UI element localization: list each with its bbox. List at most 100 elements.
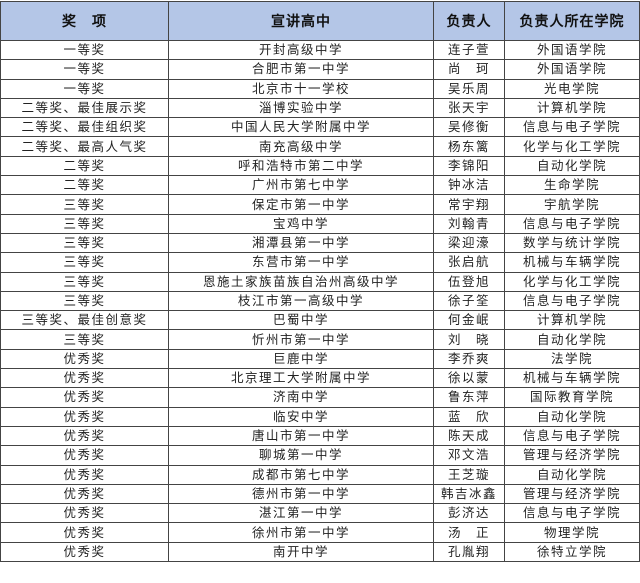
cell-person: 何金岷 <box>433 310 505 331</box>
table-row: 三等奖 宝鸡中学 刘翰青 信息与电子学院 <box>0 213 640 234</box>
cell-college: 信息与电子学院 <box>504 503 640 524</box>
cell-award: 优秀奖 <box>0 483 169 505</box>
cell-school: 呼和浩特市第二中学 <box>168 155 434 177</box>
cell-award: 三等奖 <box>0 213 169 234</box>
table-row: 三等奖 保定市第一中学 常宇翔 宇航学院 <box>0 194 640 215</box>
cell-person: 杨东篱 <box>433 136 505 157</box>
cell-award: 三等奖 <box>0 194 169 215</box>
cell-school: 巨鹿中学 <box>168 348 434 370</box>
cell-college: 物理学院 <box>504 522 640 543</box>
cell-person: 汤 正 <box>433 522 505 543</box>
header-college: 负责人所在学院 <box>504 1 640 41</box>
table-row: 优秀奖 巨鹿中学 李乔爽 法学院 <box>0 348 640 370</box>
cell-school: 成都市第七中学 <box>168 464 434 485</box>
cell-award: 二等奖、最高人气奖 <box>0 136 169 157</box>
cell-award: 优秀奖 <box>0 387 169 408</box>
table-row: 一等奖 开封高级中学 连子萱 外国语学院 <box>0 39 640 61</box>
cell-school: 临安中学 <box>168 406 434 427</box>
cell-person: 吴修衡 <box>433 117 505 138</box>
cell-award: 优秀奖 <box>0 541 169 563</box>
cell-person: 连子萱 <box>433 39 505 61</box>
cell-college: 计算机学院 <box>504 310 640 331</box>
cell-college: 外国语学院 <box>504 59 640 80</box>
cell-school: 开封高级中学 <box>168 39 434 61</box>
cell-school: 忻州市第一中学 <box>168 329 434 350</box>
cell-award: 优秀奖 <box>0 522 169 543</box>
cell-award: 优秀奖 <box>0 425 169 447</box>
cell-college: 宇航学院 <box>504 194 640 215</box>
cell-award: 优秀奖 <box>0 406 169 427</box>
cell-person: 常宇翔 <box>433 194 505 215</box>
cell-school: 广州市第七中学 <box>168 175 434 196</box>
cell-person: 王芝璇 <box>433 464 505 485</box>
table-row: 二等奖、最佳展示奖 淄博实验中学 张天宇 计算机学院 <box>0 97 640 119</box>
cell-award: 优秀奖 <box>0 348 169 370</box>
cell-college: 信息与电子学院 <box>504 290 640 312</box>
cell-school: 南充高级中学 <box>168 136 434 157</box>
cell-school: 北京市十一学校 <box>168 78 434 99</box>
header-person: 负责人 <box>433 1 505 41</box>
cell-award: 三等奖 <box>0 290 169 312</box>
cell-person: 孔胤翔 <box>433 541 505 563</box>
table-row: 优秀奖 成都市第七中学 王芝璇 自动化学院 <box>0 464 640 485</box>
cell-college: 光电学院 <box>504 78 640 99</box>
cell-college: 化学与化工学院 <box>504 271 640 292</box>
cell-college: 计算机学院 <box>504 97 640 119</box>
cell-person: 张天宇 <box>433 97 505 119</box>
cell-award: 二等奖 <box>0 175 169 196</box>
table-row: 优秀奖 徐州市第一中学汤 正物理学院 <box>0 522 640 543</box>
cell-award: 优秀奖 <box>0 445 169 466</box>
cell-person: 尚 珂 <box>433 59 505 80</box>
cell-school: 湘潭县第一中学 <box>168 232 434 254</box>
cell-award: 三等奖 <box>0 252 169 273</box>
cell-person: 梁迎濠 <box>433 232 505 254</box>
cell-college: 国际教育学院 <box>504 387 640 408</box>
cell-person: 李锦阳 <box>433 155 505 177</box>
cell-person: 伍登旭 <box>433 271 505 292</box>
table-row: 三等奖 东营市第一中学 张启航 机械与车辆学院 <box>0 252 640 273</box>
cell-college: 自动化学院 <box>504 329 640 350</box>
cell-college: 生命学院 <box>504 175 640 196</box>
cell-person: 刘翰青 <box>433 213 505 234</box>
cell-college: 信息与电子学院 <box>504 213 640 234</box>
cell-school: 合肥市第一中学 <box>168 59 434 80</box>
cell-person: 韩吉冰鑫 <box>433 483 505 505</box>
cell-school: 南开中学 <box>168 541 434 563</box>
table-row: 优秀奖 南开中学 孔胤翔 徐特立学院 <box>0 541 640 563</box>
cell-college: 徐特立学院 <box>504 541 640 563</box>
cell-college: 化学与化工学院 <box>504 136 640 157</box>
table-row: 优秀奖 北京理工大学附属中学 徐以蒙 机械与车辆学院 <box>0 368 640 389</box>
cell-person: 蓝 欣 <box>433 406 505 427</box>
cell-person: 徐子筌 <box>433 290 505 312</box>
awards-table: 奖 项 宣讲高中 负责人 负责人所在学院 一等奖 开封高级中学 连子萱 外国语学院 一等… <box>0 1 640 563</box>
cell-award: 二等奖、最佳展示奖 <box>0 97 169 119</box>
cell-person: 彭济达 <box>433 503 505 524</box>
table-row: 二等奖 广州市第七中学 钟冰洁 生命学院 <box>0 175 640 196</box>
table-row: 优秀奖 唐山市第一中学 陈天成 信息与电子学院 <box>0 425 640 447</box>
cell-college: 信息与电子学院 <box>504 425 640 447</box>
cell-school: 淄博实验中学 <box>168 97 434 119</box>
cell-school: 巴蜀中学 <box>168 310 434 331</box>
cell-college: 自动化学院 <box>504 155 640 177</box>
cell-person: 刘 晓 <box>433 329 505 350</box>
cell-college: 信息与电子学院 <box>504 117 640 138</box>
cell-award: 优秀奖 <box>0 368 169 389</box>
cell-award: 二等奖 <box>0 155 169 177</box>
table-row: 二等奖、最佳组织奖 中国人民大学附属中学 吴修衡 信息与电子学院 <box>0 117 640 138</box>
table-row: 优秀奖 湛江第一中学 彭济达 信息与电子学院 <box>0 503 640 524</box>
table-row: 三等奖 枝江市第一高级中学 徐子筌 信息与电子学院 <box>0 290 640 312</box>
cell-school: 唐山市第一中学 <box>168 425 434 447</box>
cell-award: 一等奖 <box>0 78 169 99</box>
cell-college: 外国语学院 <box>504 39 640 61</box>
cell-college: 机械与车辆学院 <box>504 368 640 389</box>
cell-school: 德州市第一中学 <box>168 483 434 505</box>
cell-person: 陈天成 <box>433 425 505 447</box>
table-row: 三等奖 湘潭县第一中学 梁迎濠 数学与统计学院 <box>0 232 640 254</box>
cell-award: 三等奖 <box>0 232 169 254</box>
cell-person: 鲁东萍 <box>433 387 505 408</box>
table-row: 优秀奖 济南中学 鲁东萍 国际教育学院 <box>0 387 640 408</box>
cell-person: 李乔爽 <box>433 348 505 370</box>
cell-college: 自动化学院 <box>504 406 640 427</box>
cell-school: 东营市第一中学 <box>168 252 434 273</box>
header-school: 宣讲高中 <box>168 1 434 41</box>
